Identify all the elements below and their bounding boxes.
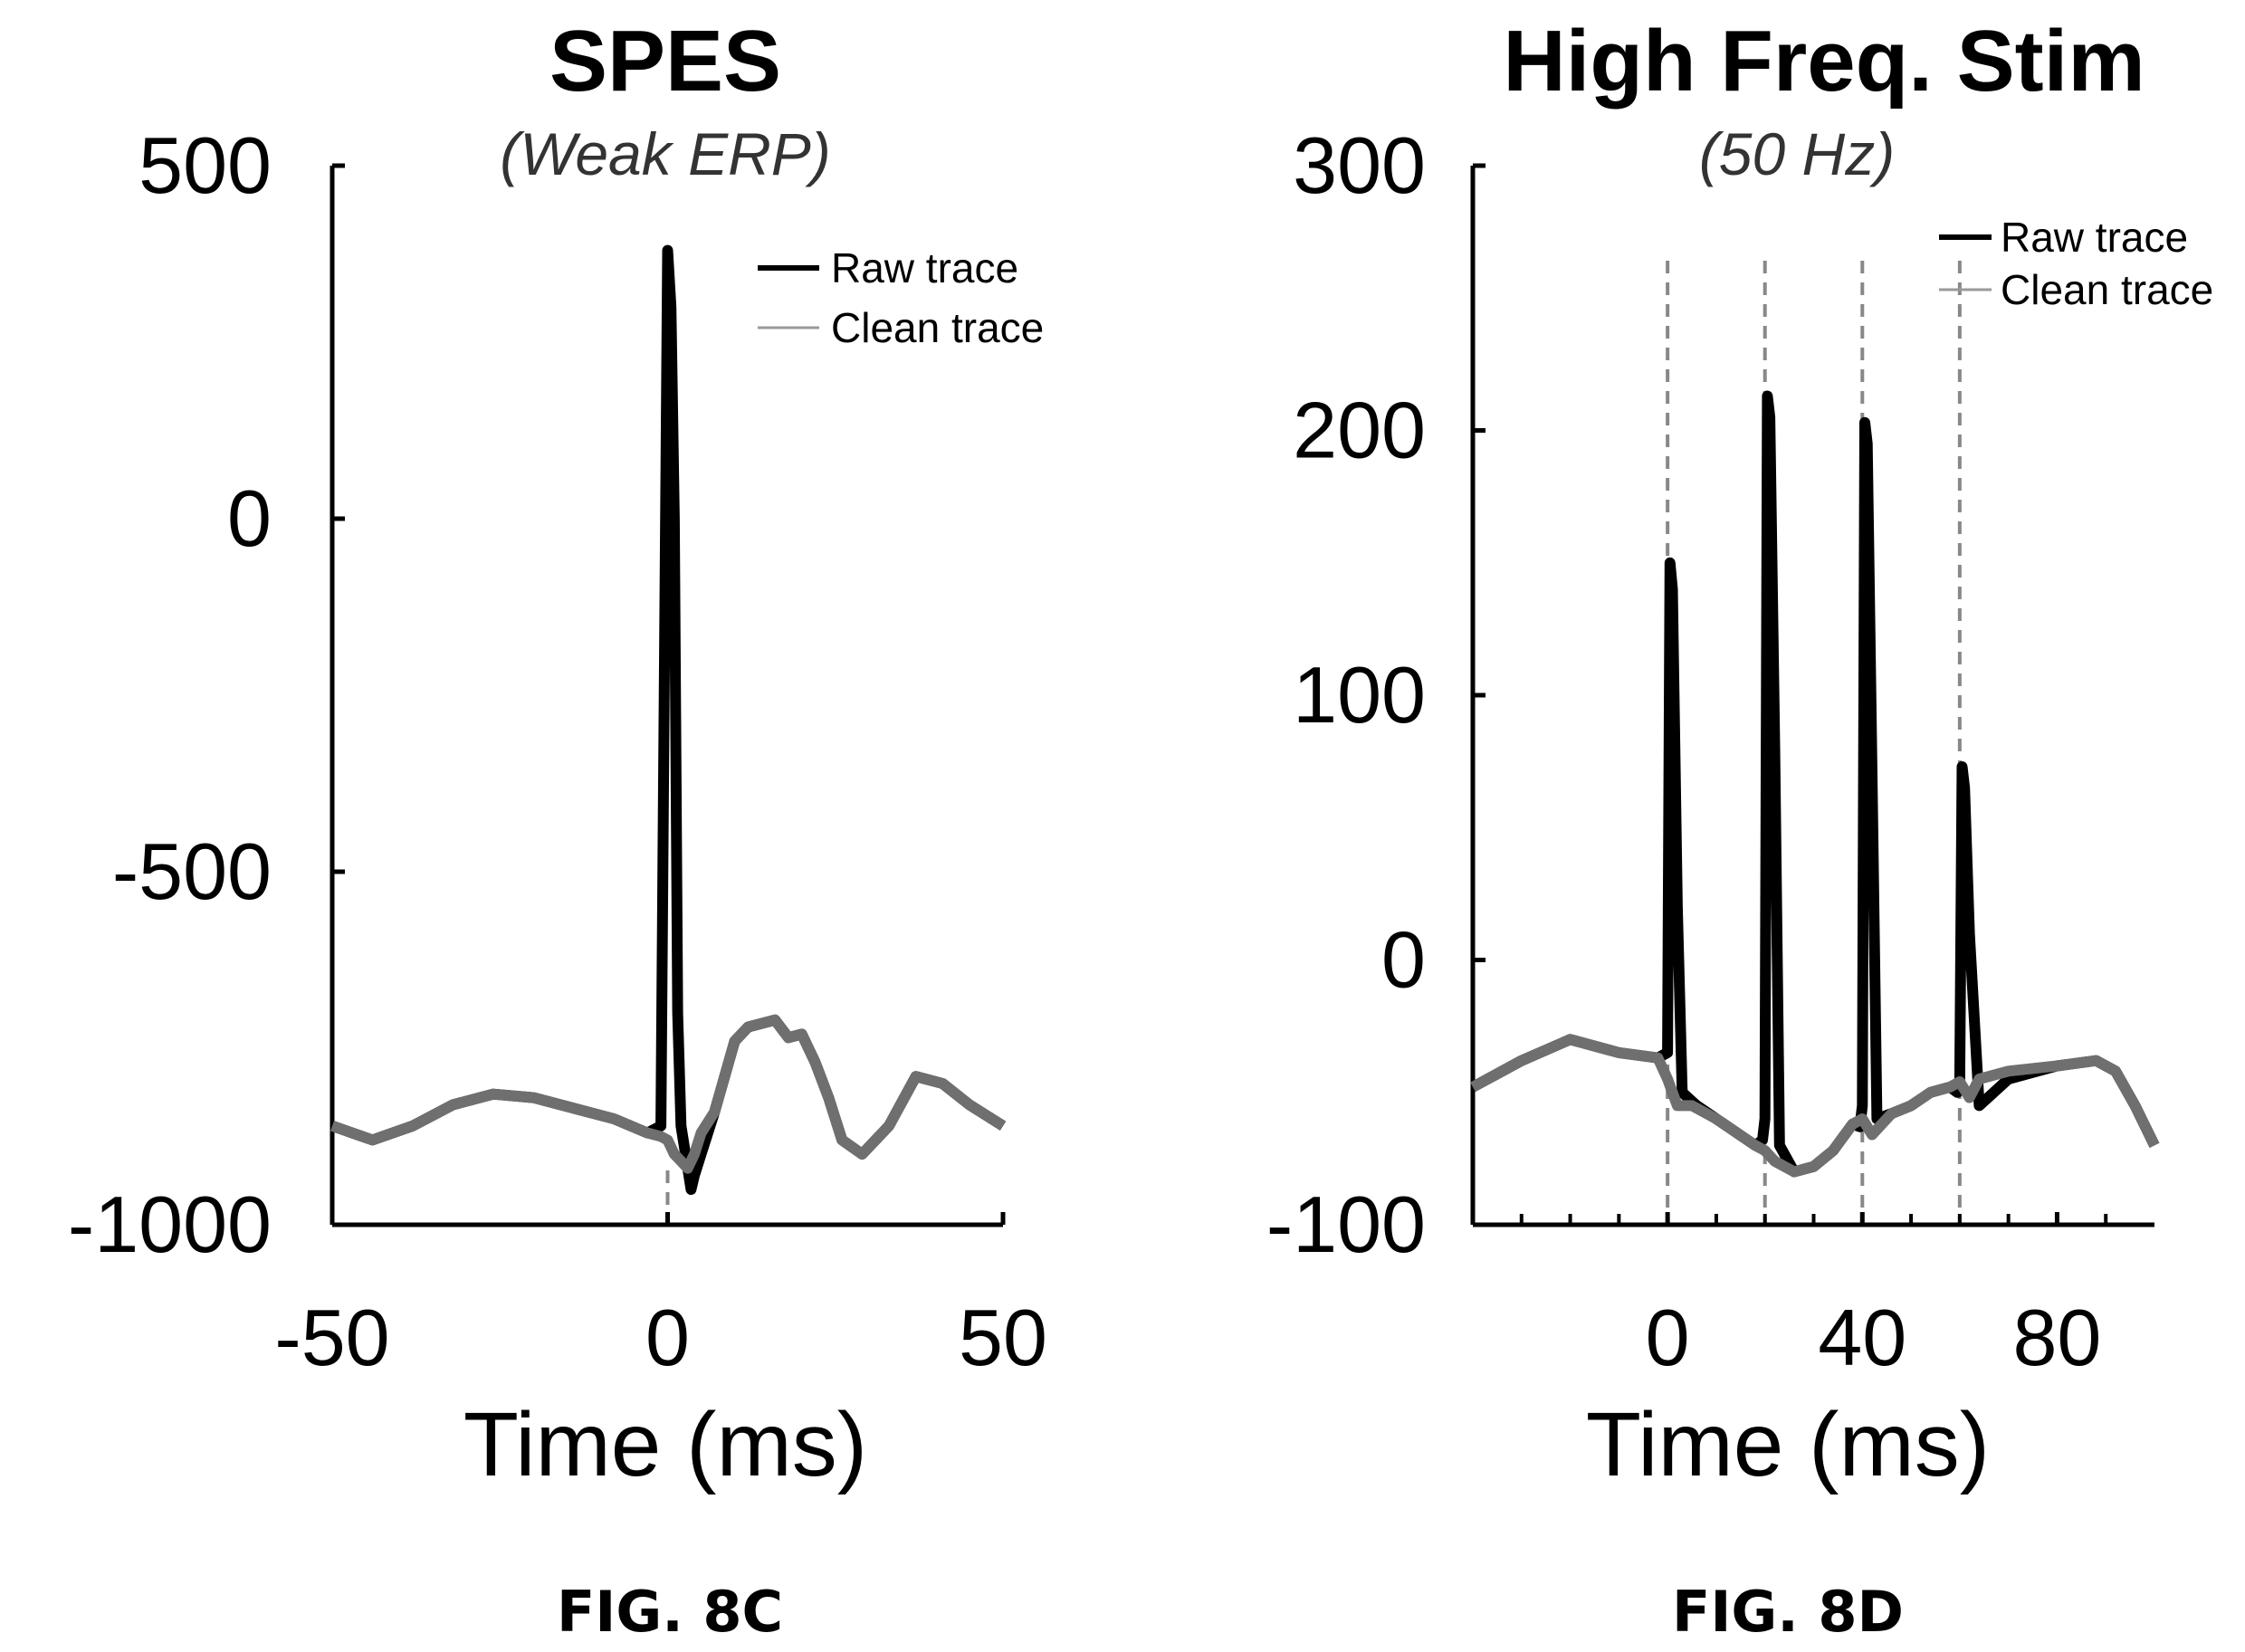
chart-panel-8d: High Freq. Stim (50 Hz) -100 0 100 200 300 0… — [1266, 13, 2213, 1645]
y-tick-label: 0 — [227, 473, 272, 563]
x-ticks: -50 0 50 — [274, 1212, 1047, 1382]
y-ticks: -1000 -500 0 500 — [68, 120, 345, 1269]
y-tick-label: -100 — [1266, 1179, 1426, 1269]
legend-label-clean-trace: Clean trace — [831, 304, 1044, 351]
legend-label-raw-trace: Raw trace — [2001, 214, 2188, 261]
legend-label-raw-trace: Raw trace — [831, 244, 1018, 291]
y-ticks: -100 0 100 200 300 — [1266, 120, 1486, 1269]
x-axis-label: Time (ms) — [463, 1394, 867, 1495]
legend-label-clean-trace: Clean trace — [2001, 266, 2213, 313]
series-line-clean-trace — [330, 1014, 1007, 1174]
x-tick-label: -50 — [274, 1293, 389, 1382]
figure-label: FIG. 8C — [557, 1579, 783, 1645]
y-tick-label: 0 — [1381, 915, 1426, 1005]
y-tick-label: 300 — [1293, 120, 1426, 210]
series-line-raw-trace — [1470, 390, 2160, 1178]
x-axis-label: Time (ms) — [1586, 1394, 1990, 1495]
figure-label: FIG. 8D — [1672, 1579, 1904, 1645]
legend: Raw trace Clean trace — [1939, 214, 2213, 313]
y-tick-label: -500 — [112, 826, 272, 916]
y-tick-label: 200 — [1293, 386, 1426, 475]
chart-title: SPES — [549, 13, 781, 110]
y-tick-label: 500 — [139, 120, 272, 210]
chart-title: High Freq. Stim — [1503, 13, 2145, 110]
series-line-clean-trace — [1470, 1034, 2160, 1178]
stimulus-lines — [1666, 261, 1962, 1225]
series-line-raw-trace — [330, 244, 1007, 1195]
x-tick-label: 80 — [2012, 1293, 2101, 1382]
x-tick-label: 50 — [959, 1293, 1047, 1382]
chart-subtitle: (Weak ERP) — [500, 120, 831, 187]
y-tick-label: -1000 — [68, 1179, 272, 1269]
chart-subtitle: (50 Hz) — [1699, 120, 1895, 187]
x-tick-label: 0 — [645, 1293, 690, 1382]
x-tick-label: 40 — [1818, 1293, 1906, 1382]
legend: Raw trace Clean trace — [758, 244, 1044, 351]
x-ticks: 0 40 80 — [1519, 1212, 2108, 1382]
x-tick-label: 0 — [1646, 1293, 1690, 1382]
y-tick-label: 100 — [1293, 650, 1426, 740]
